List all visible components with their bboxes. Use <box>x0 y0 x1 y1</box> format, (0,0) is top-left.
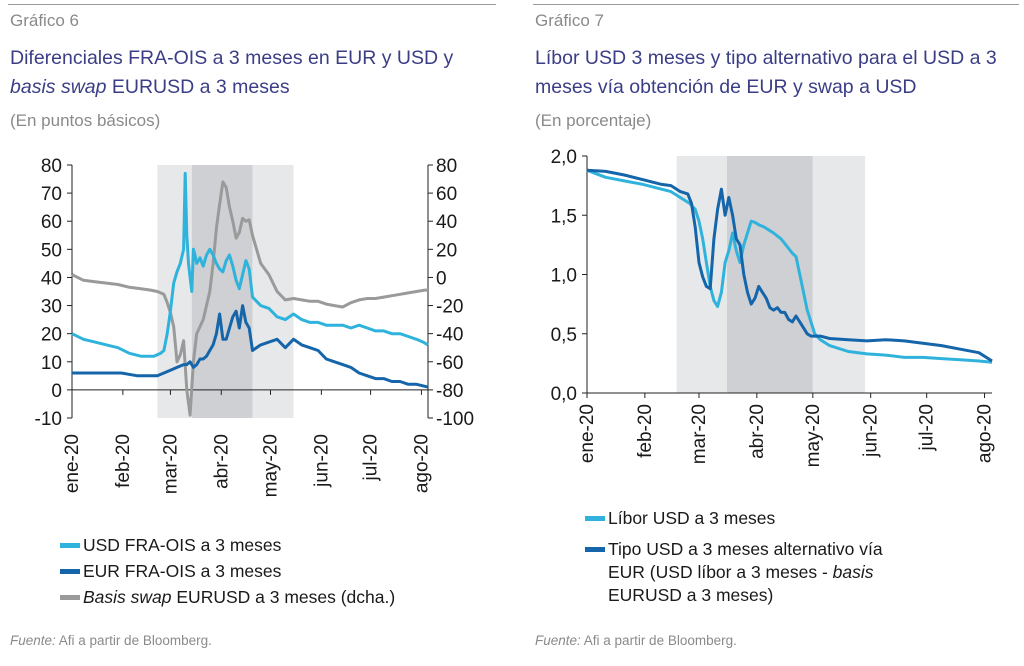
legend-swatch <box>585 516 605 521</box>
y-tick-label-right: -20 <box>436 297 463 318</box>
shaded-period <box>252 165 294 418</box>
y-tick-label-right: 80 <box>436 156 457 177</box>
x-tick-label: may-20 <box>261 434 282 497</box>
series-line <box>586 168 993 364</box>
y-tick-label-left: -10 <box>35 409 62 430</box>
y-tick-label-right: -40 <box>436 325 463 346</box>
y-tick-label: 1,0 <box>551 266 577 287</box>
y-tick-label-right: 0 <box>436 268 447 289</box>
y-tick-label-right: 20 <box>436 240 457 261</box>
legend-label: USD FRA-OIS a 3 meses <box>83 535 282 555</box>
y-tick-label: 1,5 <box>551 206 577 227</box>
chart-title-line1: Líbor USD 3 meses y tipo alternativo par… <box>535 47 997 69</box>
y-tick-label-right: 40 <box>436 212 457 233</box>
chart-title-line2: meses vía obtención de EUR y swap a USD <box>535 76 917 98</box>
x-tick-label: jun-20 <box>861 404 882 458</box>
x-tick-label: ene-20 <box>577 404 598 463</box>
legend-label: Basis swap EURUSD a 3 meses (dcha.) <box>83 586 395 609</box>
chart-title-rest: EURUSD a 3 meses <box>106 76 290 98</box>
legend-swatch <box>60 543 80 548</box>
y-tick-label-left: 0 <box>51 381 62 402</box>
legend-swatch <box>60 595 80 600</box>
y-tick-label-left: 30 <box>41 297 62 318</box>
chart-title: Diferenciales FRA-OIS a 3 meses en EUR y… <box>10 44 500 102</box>
legend-label-line1: Tipo USD a 3 meses alternativo vía <box>608 539 883 559</box>
source-text: Afi a partir de Bloomberg. <box>580 633 737 648</box>
series-line <box>72 304 429 389</box>
x-tick-label: feb-20 <box>635 404 656 458</box>
chart-title-line1: Diferenciales FRA-OIS a 3 meses en EUR y… <box>10 47 454 69</box>
source-label: Fuente: <box>535 633 581 648</box>
legend-label-line2-text: EUR (USD líbor a 3 meses - <box>608 562 833 582</box>
y-tick-label-right: 60 <box>436 184 457 205</box>
panel-divider-right <box>533 4 1019 5</box>
y-tick-label-left: 10 <box>41 353 62 374</box>
x-tick-label: jul-20 <box>361 434 382 481</box>
x-tick-label: may-20 <box>803 404 824 467</box>
legend-label-line3: EURUSD a 3 meses) <box>608 585 774 605</box>
x-tick-label: mar-20 <box>160 434 181 494</box>
y-tick-label-left: 40 <box>41 268 62 289</box>
chart-subtitle: (En puntos básicos) <box>10 111 161 130</box>
source-label: Fuente: <box>10 633 56 648</box>
y-tick-label-right: -60 <box>436 353 463 374</box>
x-tick-label: abr-20 <box>211 434 232 489</box>
source-text: Afi a partir de Bloomberg. <box>55 633 212 648</box>
legend-label: Tipo USD a 3 meses alternativo vía EUR (… <box>608 538 883 607</box>
chart-source: Fuente: Afi a partir de Bloomberg. <box>10 633 212 648</box>
y-tick-label-right: -80 <box>436 381 463 402</box>
chart-number: Gráfico 7 <box>535 11 604 30</box>
series-line <box>586 168 993 363</box>
y-tick-label-left: 60 <box>41 212 62 233</box>
legend-swatch <box>585 547 605 552</box>
x-tick-label: abr-20 <box>747 404 768 459</box>
y-tick-label-left: 70 <box>41 184 62 205</box>
legend-label-line2: EUR (USD líbor a 3 meses - basis <box>608 561 883 584</box>
x-tick-label: ago-20 <box>411 434 432 493</box>
series-line <box>71 171 429 358</box>
legend-label: Líbor USD a 3 meses <box>608 508 776 528</box>
chart-subtitle: (En porcentaje) <box>535 111 652 130</box>
legend-swatch <box>60 569 80 574</box>
legend-label-italic: basis <box>832 562 874 582</box>
shaded-period <box>812 156 866 393</box>
y-tick-label: 2,0 <box>551 147 577 168</box>
y-tick-label-right: -100 <box>436 409 474 430</box>
y-tick-label: 0,5 <box>551 325 577 346</box>
legend-label: EUR FRA-OIS a 3 meses <box>83 561 282 581</box>
y-tick-label: 0,0 <box>551 384 577 405</box>
chart-title-italic: basis swap <box>10 76 107 98</box>
y-tick-label-left: 80 <box>41 156 62 177</box>
legend-label-italic: Basis swap <box>83 587 172 607</box>
shaded-period <box>191 165 253 418</box>
x-tick-label: ago-20 <box>975 404 996 463</box>
chart-source: Fuente: Afi a partir de Bloomberg. <box>535 633 737 648</box>
y-tick-label-left: 20 <box>41 325 62 346</box>
x-tick-label: jul-20 <box>917 404 938 451</box>
chart-number: Gráfico 6 <box>10 11 79 30</box>
y-tick-label-left: 50 <box>41 240 62 261</box>
chart-title-line2: basis swap EURUSD a 3 meses <box>10 73 500 102</box>
chart-title: Líbor USD 3 meses y tipo alternativo par… <box>535 44 1020 102</box>
x-tick-label: ene-20 <box>62 434 83 493</box>
x-tick-label: jun-20 <box>311 434 332 488</box>
x-tick-label: mar-20 <box>689 404 710 464</box>
series-line <box>71 180 428 417</box>
panel-divider-left <box>8 4 496 5</box>
x-tick-label: feb-20 <box>113 434 134 488</box>
legend-label-rest: EURUSD a 3 meses (dcha.) <box>171 587 396 607</box>
